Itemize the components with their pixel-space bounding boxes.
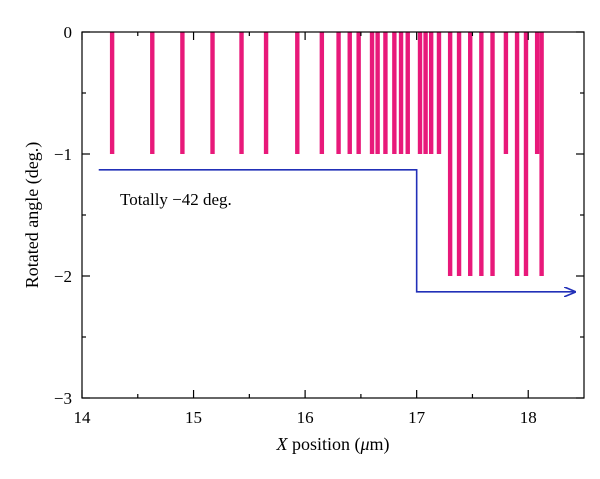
x-tick-label: 16 xyxy=(297,408,314,427)
bar-10 xyxy=(347,32,352,154)
cumulative-rotation-line xyxy=(98,169,575,292)
bar-5 xyxy=(239,32,244,154)
bar-28 xyxy=(514,32,520,276)
bar-7 xyxy=(295,32,300,154)
y-tick-label: −2 xyxy=(54,267,72,286)
plot-background xyxy=(82,32,584,398)
bar-14 xyxy=(383,32,388,154)
bar-6 xyxy=(263,32,269,154)
bar-25 xyxy=(479,32,484,276)
bar-2 xyxy=(150,32,155,154)
y-tick-label: 0 xyxy=(64,23,73,42)
y-tick-label: −3 xyxy=(54,389,72,408)
bar-4 xyxy=(210,32,215,154)
bar-1 xyxy=(109,32,115,154)
bar-3 xyxy=(180,32,185,154)
bar-26 xyxy=(490,32,495,276)
x-tick-label: 14 xyxy=(74,408,92,427)
bar-30 xyxy=(534,32,540,154)
bar-17 xyxy=(405,32,410,154)
bar-11 xyxy=(356,32,361,154)
tick-labels-group: 14 15 16 17 18 0 −1 −2 −3 xyxy=(54,23,537,427)
bar-21 xyxy=(436,32,442,154)
bar-16 xyxy=(398,32,404,154)
bar-8 xyxy=(319,32,325,154)
bar-18 xyxy=(417,32,423,154)
bar-13 xyxy=(375,32,380,154)
bar-12 xyxy=(369,32,375,154)
x-axis-title: X position (μm) xyxy=(275,434,389,455)
bar-29 xyxy=(523,32,529,276)
bar-27 xyxy=(503,32,509,154)
annotation-label: Totally −42 deg. xyxy=(120,190,232,209)
bars-group xyxy=(109,32,544,276)
y-axis-title: Rotated angle (deg.) xyxy=(22,142,43,288)
bar-19 xyxy=(423,32,428,154)
y-tick-label: −1 xyxy=(54,145,72,164)
bar-31 xyxy=(539,32,544,276)
x-tick-label: 18 xyxy=(520,408,537,427)
x-tick-label: 17 xyxy=(408,408,426,427)
bar-20 xyxy=(428,32,434,154)
bar-22 xyxy=(447,32,453,276)
bar-9 xyxy=(336,32,341,154)
plot-frame xyxy=(81,31,585,399)
bar-24 xyxy=(468,32,473,276)
bar-15 xyxy=(392,32,397,154)
x-tick-label: 15 xyxy=(185,408,202,427)
bar-23 xyxy=(456,32,462,276)
